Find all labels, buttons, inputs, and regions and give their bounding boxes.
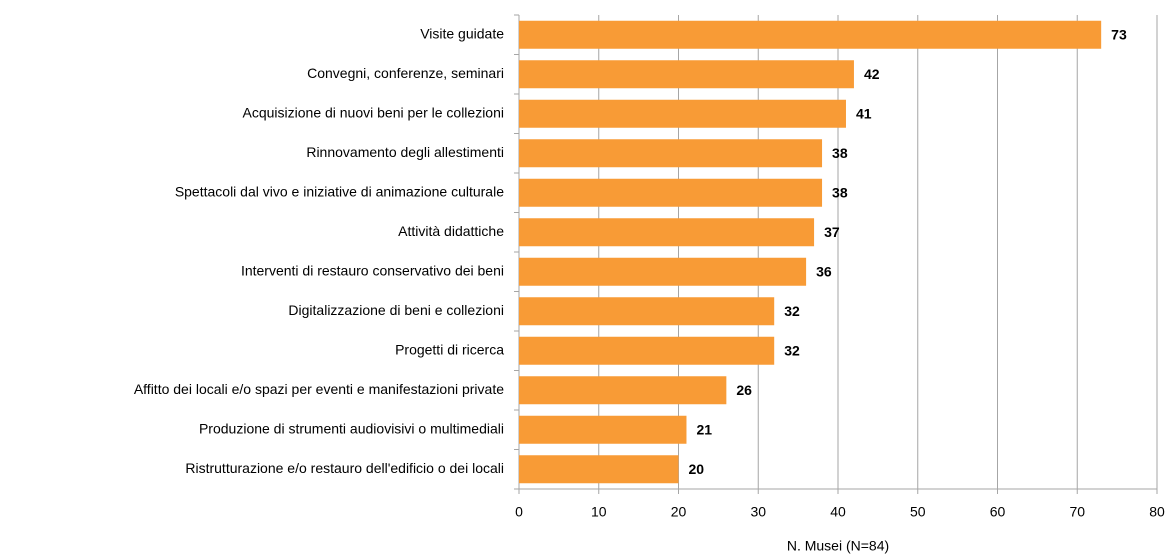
value-label: 32: [784, 303, 800, 319]
value-label: 73: [1111, 26, 1127, 42]
bar: [519, 297, 775, 326]
bar: [519, 257, 807, 286]
y-tick-label: Spettacoli dal vivo e iniziative di anim…: [175, 183, 504, 199]
bar: [519, 376, 727, 405]
value-label: 32: [784, 342, 800, 358]
x-axis-label: N. Musei (N=84): [787, 538, 889, 554]
bar: [519, 336, 775, 365]
value-label: 38: [832, 145, 848, 161]
bar: [519, 178, 823, 207]
y-tick-label: Rinnovamento degli allestimenti: [306, 144, 504, 160]
x-tick-label: 50: [910, 504, 926, 520]
y-tick-label: Digitalizzazione di beni e collezioni: [288, 302, 504, 318]
y-tick-label: Convegni, conferenze, seminari: [307, 65, 504, 81]
value-label: 42: [864, 66, 880, 82]
value-label: 36: [816, 263, 832, 279]
x-tick-label: 60: [990, 504, 1006, 520]
value-label: 41: [856, 105, 872, 121]
value-label: 37: [824, 224, 840, 240]
bar: [519, 99, 846, 128]
y-tick-label: Affitto dei locali e/o spazi per eventi …: [134, 381, 504, 397]
x-tick-label: 10: [591, 504, 607, 520]
x-tick-label: 0: [515, 504, 523, 520]
value-label: 26: [736, 382, 752, 398]
x-tick-label: 70: [1069, 504, 1085, 520]
y-tick-label: Interventi di restauro conservativo dei …: [241, 262, 504, 278]
y-tick-label: Produzione di strumenti audiovisivi o mu…: [199, 420, 504, 436]
x-tick-label: 80: [1149, 504, 1165, 520]
value-label: 20: [689, 461, 705, 477]
y-tick-label: Acquisizione di nuovi beni per le collez…: [243, 104, 505, 120]
y-tick-label: Ristrutturazione e/o restauro dell'edifi…: [185, 460, 504, 476]
bar: [519, 415, 687, 444]
bar: [519, 60, 854, 89]
value-label: 21: [696, 421, 712, 437]
x-tick-label: 30: [750, 504, 766, 520]
bar: [519, 218, 815, 247]
bar: [519, 139, 823, 168]
x-tick-label: 20: [671, 504, 687, 520]
bar: [519, 20, 1102, 49]
y-tick-label: Visite guidate: [420, 25, 504, 41]
y-tick-label: Attività didattiche: [398, 223, 504, 239]
value-label: 38: [832, 184, 848, 200]
x-tick-label: 40: [830, 504, 846, 520]
bar: [519, 455, 679, 484]
y-tick-label: Progetti di ricerca: [395, 341, 504, 357]
